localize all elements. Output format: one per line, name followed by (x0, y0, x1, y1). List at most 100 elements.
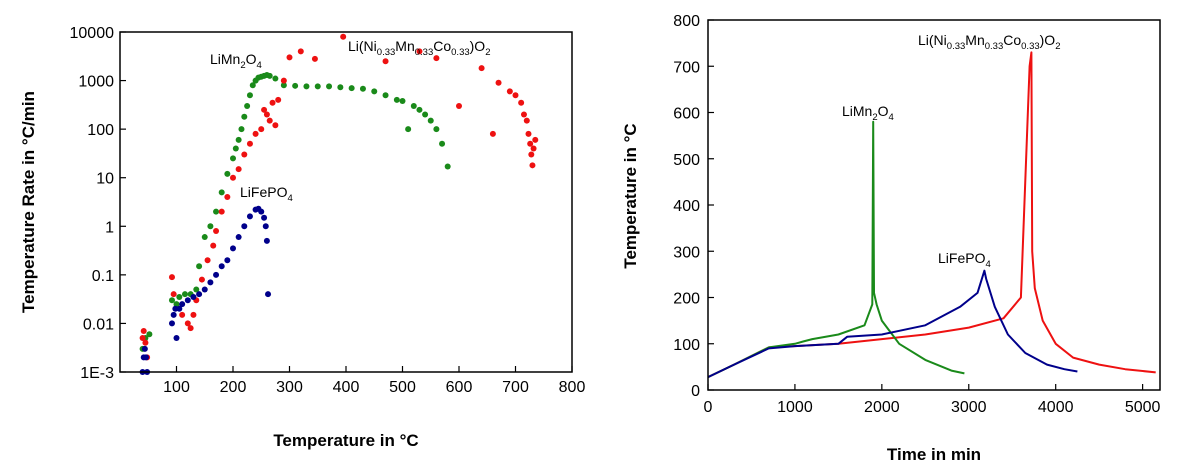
left-data-point-series-0 (168, 297, 175, 304)
left-data-point-series-1 (258, 126, 265, 133)
right-plot-frame (707, 19, 1161, 391)
left-data-point-series-0 (314, 83, 321, 90)
left-data-point-series-1 (241, 151, 248, 158)
left-data-point-series-0 (196, 263, 203, 270)
left-plot-frame (119, 31, 573, 373)
left-data-point-series-2 (224, 257, 231, 264)
right-series-line-2 (707, 269, 1078, 379)
left-data-point-series-2 (241, 223, 248, 230)
right-label-limn2o4: LiMn2O4 (842, 103, 894, 123)
left-data-point-series-1 (280, 77, 287, 84)
temperature-time-chart: 0 1000 2000 3000 4000 5000 0 100 200 300 400 500 600… (621, 13, 1161, 464)
left-data-point-series-1 (263, 111, 270, 118)
left-data-point-series-0 (427, 117, 434, 124)
left-data-point-series-0 (280, 82, 287, 89)
left-data-point-series-0 (303, 83, 310, 90)
left-data-point-series-2 (213, 271, 220, 278)
left-label-nmc: Li(Ni0.33Mn0.33Co0.33)O2 (348, 38, 491, 58)
left-data-point-series-0 (207, 223, 214, 230)
left-data-point-series-1 (246, 140, 253, 147)
left-data-point-series-0 (371, 88, 378, 95)
left-data-point-series-1 (416, 48, 423, 55)
left-x-tick-label: 800 (559, 379, 586, 396)
left-data-point-series-0 (444, 163, 451, 170)
left-y-tick-label: 1E-3 (80, 365, 114, 382)
left-data-point-series-2 (201, 286, 208, 293)
right-x-tick-label: 4000 (1038, 399, 1074, 416)
left-data-point-series-2 (261, 214, 268, 221)
left-data-point-series-0 (292, 82, 299, 89)
left-y-tick-label: 10000 (70, 25, 115, 42)
right-y-tick-label: 100 (673, 337, 700, 354)
left-data-point-series-0 (218, 189, 225, 196)
left-data-point-series-0 (433, 126, 440, 133)
right-y-tick-label: 800 (673, 13, 700, 30)
left-data-point-series-0 (266, 72, 273, 79)
temperature-rate-chart: 100 200 300 400 500 600 700 800 10000 1000 100 10 1 0… (19, 25, 586, 450)
left-data-point-series-1 (235, 166, 242, 173)
left-data-point-series-2 (179, 301, 186, 308)
left-data-point-series-1 (230, 174, 236, 181)
left-data-point-series-1 (532, 136, 539, 143)
left-data-point-series-0 (422, 111, 429, 118)
left-data-point-series-0 (272, 75, 279, 82)
left-data-point-series-0 (224, 170, 231, 177)
left-data-point-series-1 (269, 99, 276, 106)
left-data-point-series-2 (207, 279, 214, 286)
left-data-point-series-0 (393, 96, 400, 103)
left-data-point-series-0 (410, 102, 417, 109)
left-data-point-series-1 (506, 88, 513, 95)
left-data-point-series-2 (246, 213, 253, 220)
left-y-tick-label: 100 (87, 122, 114, 139)
left-data-point-series-1 (179, 311, 186, 318)
left-data-point-series-1 (512, 92, 519, 99)
right-y-tick-label: 600 (673, 106, 700, 123)
left-data-point-series-0 (238, 126, 245, 133)
left-data-point-series-2 (196, 291, 203, 298)
left-data-point-series-1 (525, 130, 532, 137)
right-y-tick-label: 700 (673, 59, 700, 76)
left-data-point-series-1 (527, 140, 534, 147)
left-x-tick-label: 500 (389, 379, 416, 396)
left-data-point-series-1 (261, 106, 268, 113)
left-data-point-series-1 (140, 327, 147, 334)
right-series-line-1 (707, 120, 965, 379)
left-data-point-series-1 (518, 99, 525, 106)
left-data-point-series-1 (252, 130, 259, 137)
left-data-point-series-1 (168, 274, 175, 281)
left-data-point-series-0 (382, 92, 389, 99)
left-data-point-series-1 (433, 55, 440, 62)
left-data-point-series-0 (348, 85, 355, 92)
left-data-point-series-0 (230, 155, 236, 162)
left-data-point-series-1 (198, 276, 205, 283)
left-data-point-series-1 (275, 96, 282, 103)
left-data-point-series-0 (416, 106, 423, 113)
left-data-point-series-1 (529, 162, 536, 169)
left-data-point-series-2 (258, 208, 265, 215)
right-y-tick-label: 400 (673, 198, 700, 215)
left-data-point-series-1 (478, 65, 485, 72)
left-data-point-series-0 (146, 331, 153, 338)
right-x-tick-label: 5000 (1125, 399, 1161, 416)
left-data-point-series-2 (263, 237, 270, 244)
left-data-point-series-1 (139, 335, 146, 342)
left-data-point-series-2 (141, 345, 148, 352)
left-data-point-series-2 (190, 294, 197, 301)
left-data-point-series-1 (190, 311, 197, 318)
left-data-point-series-1 (204, 257, 211, 264)
left-data-point-series-1 (210, 242, 217, 249)
left-data-point-series-0 (244, 102, 251, 109)
left-data-point-series-1 (187, 325, 194, 332)
right-y-tick-label: 200 (673, 291, 700, 308)
left-data-point-series-0 (399, 97, 406, 104)
right-x-tick-label: 1000 (777, 399, 813, 416)
left-data-point-series-2 (262, 223, 269, 230)
left-data-point-series-1 (184, 320, 191, 327)
left-data-point-series-1 (297, 48, 304, 55)
left-data-point-series-2 (230, 245, 236, 252)
left-data-point-series-0 (337, 84, 344, 91)
left-data-point-series-1 (456, 102, 462, 109)
left-data-point-series-1 (142, 339, 149, 346)
left-data-point-series-2 (176, 305, 183, 312)
left-data-point-series-0 (359, 85, 366, 92)
